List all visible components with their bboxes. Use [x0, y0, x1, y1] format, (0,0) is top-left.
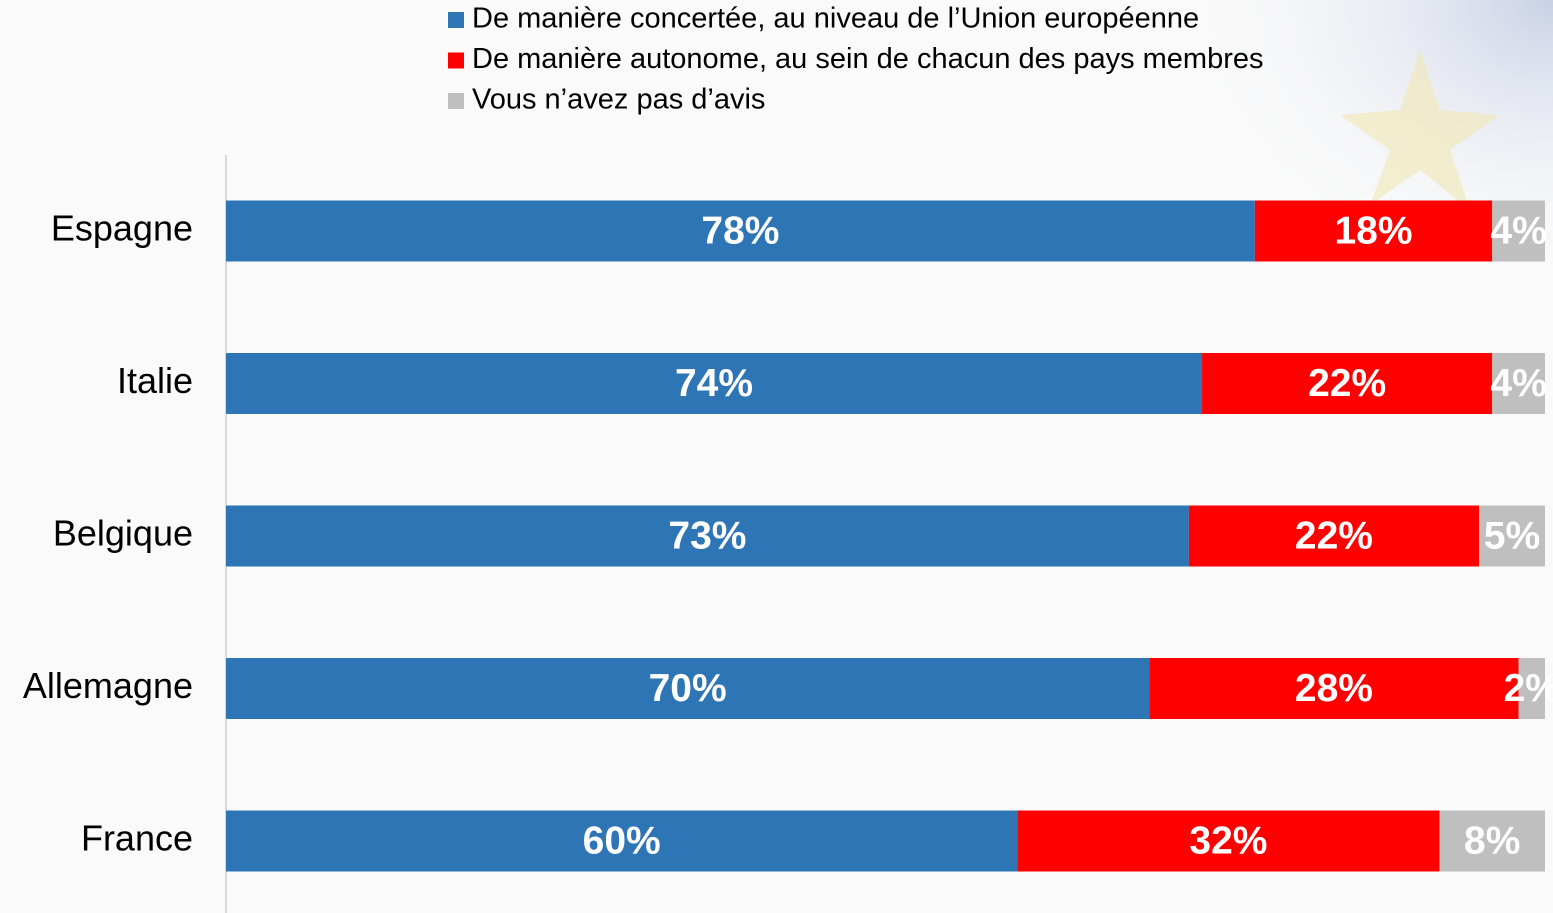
value-label: 78% — [701, 209, 779, 252]
value-label: 28% — [1295, 667, 1373, 710]
category-label: Espagne — [51, 208, 193, 249]
chart: De manière concertée, au niveau de l’Uni… — [0, 0, 1553, 913]
value-label: 4% — [1490, 209, 1546, 252]
value-label: 18% — [1334, 209, 1412, 252]
value-label: 8% — [1464, 819, 1520, 862]
value-label: 73% — [668, 514, 746, 557]
value-label: 74% — [675, 362, 753, 405]
legend-label: Vous n’avez pas d’avis — [472, 84, 765, 116]
legend-label: De manière autonome, au sein de chacun d… — [472, 43, 1264, 75]
value-label: 60% — [583, 819, 661, 862]
page: {"chart_data": {"type": "stacked-bar-hor… — [0, 0, 1553, 913]
legend-swatch — [448, 93, 464, 109]
value-label: 32% — [1189, 819, 1267, 862]
value-label: 22% — [1295, 514, 1373, 557]
category-label: Italie — [117, 360, 193, 401]
legend-swatch — [448, 12, 464, 28]
category-label: Belgique — [53, 513, 193, 554]
value-label: 4% — [1490, 362, 1546, 405]
category-label: France — [81, 818, 193, 859]
value-label: 22% — [1308, 362, 1386, 405]
value-label: 70% — [649, 667, 727, 710]
legend-label: De manière concertée, au niveau de l’Uni… — [472, 3, 1199, 35]
value-label: 2% — [1504, 667, 1553, 710]
legend-swatch — [448, 53, 464, 69]
value-label: 5% — [1484, 514, 1540, 557]
category-label: Allemagne — [23, 665, 193, 706]
